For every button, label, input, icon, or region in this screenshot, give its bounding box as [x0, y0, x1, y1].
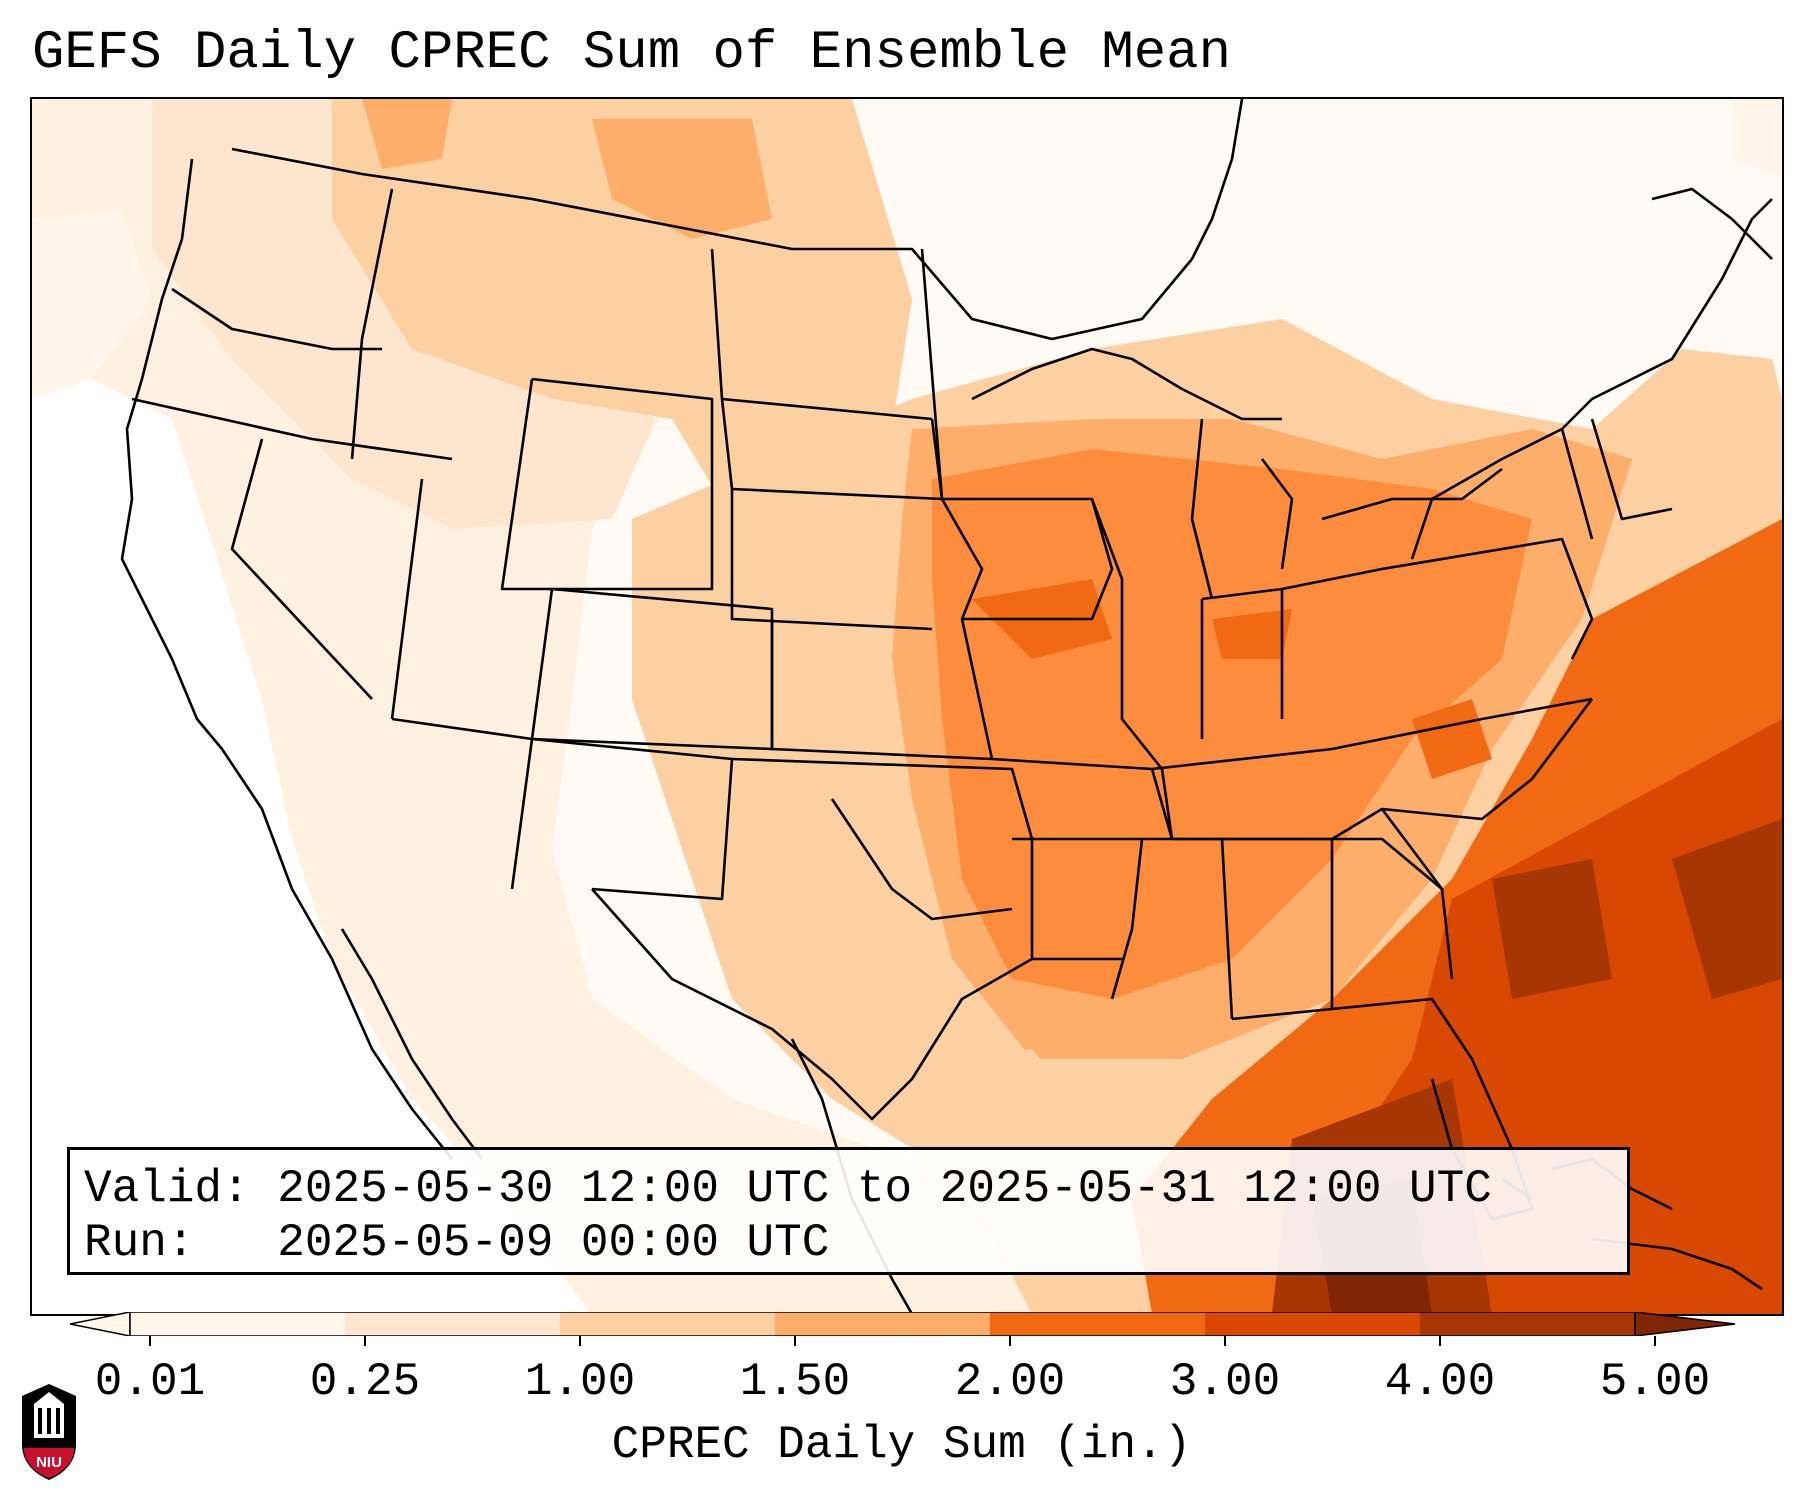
run-label: Run:	[84, 1217, 195, 1269]
validity-box: Valid: 2025-05-30 12:00 UTC to 2025-05-3…	[67, 1147, 1630, 1275]
valid-label: Valid:	[84, 1163, 250, 1215]
colorbar-extend-low	[70, 1312, 131, 1336]
run-line: Run: 2025-05-09 00:00 UTC	[84, 1216, 1627, 1270]
colorbar-tick-label: 5.00	[1599, 1356, 1711, 1408]
colorbar-title: CPREC Daily Sum (in.)	[611, 1419, 1192, 1471]
colorbar-bin-7	[1420, 1312, 1635, 1336]
valid-value: 2025-05-30 12:00 UTC to 2025-05-31 12:00…	[277, 1163, 1492, 1215]
colorbar-bin-3	[560, 1312, 775, 1336]
colorbar-tick-label: 0.01	[94, 1356, 206, 1408]
colorbar-tick-label: 1.00	[524, 1356, 636, 1408]
colorbar-tick-label: 2.00	[954, 1356, 1066, 1408]
colorbar-tick-label: 4.00	[1384, 1356, 1496, 1408]
colorbar-bin-6	[1205, 1312, 1420, 1336]
colorbar-tick-label: 1.50	[739, 1356, 851, 1408]
colorbar-bin-5	[990, 1312, 1205, 1336]
run-value: 2025-05-09 00:00 UTC	[277, 1217, 830, 1269]
niu-logo: NIU	[22, 1384, 76, 1480]
state-borders	[120, 99, 1773, 1314]
colorbar-tick-label: 0.25	[309, 1356, 421, 1408]
precip-field	[32, 99, 1782, 1314]
colorbar-tick-label: 3.00	[1169, 1356, 1281, 1408]
valid-line: Valid: 2025-05-30 12:00 UTC to 2025-05-3…	[84, 1162, 1627, 1216]
map-canvas	[32, 99, 1782, 1314]
precipitation-map	[30, 97, 1784, 1316]
map-title: GEFS Daily CPREC Sum of Ensemble Mean	[32, 23, 1231, 84]
colorbar-extend-high	[1634, 1312, 1736, 1336]
colorbar-bin-2	[345, 1312, 560, 1336]
colorbar	[70, 1312, 1736, 1336]
svg-text:NIU: NIU	[36, 1454, 62, 1471]
colorbar-bin-4	[775, 1312, 990, 1336]
colorbar-bin-1	[130, 1312, 345, 1336]
